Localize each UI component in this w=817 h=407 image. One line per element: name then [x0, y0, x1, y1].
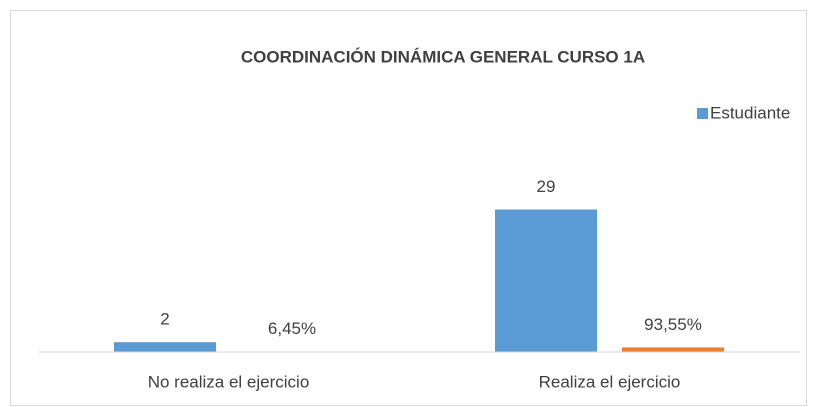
- value-label: 29: [537, 177, 556, 196]
- legend-swatch: [697, 108, 708, 119]
- value-label: 93,55%: [644, 315, 702, 334]
- bar: [622, 347, 724, 352]
- chart-title: COORDINACIÓN DINÁMICA GENERAL CURSO 1A: [241, 47, 645, 66]
- legend-label: Estudiante: [710, 103, 790, 122]
- bar: [495, 209, 597, 352]
- value-label: 2: [160, 310, 169, 329]
- chart-border: [10, 10, 807, 406]
- bar: [114, 342, 216, 352]
- x-tick-label: Realiza el ejercicio: [539, 372, 681, 391]
- x-tick-label: No realiza el ejercicio: [148, 372, 310, 391]
- value-label: 6,45%: [268, 319, 316, 338]
